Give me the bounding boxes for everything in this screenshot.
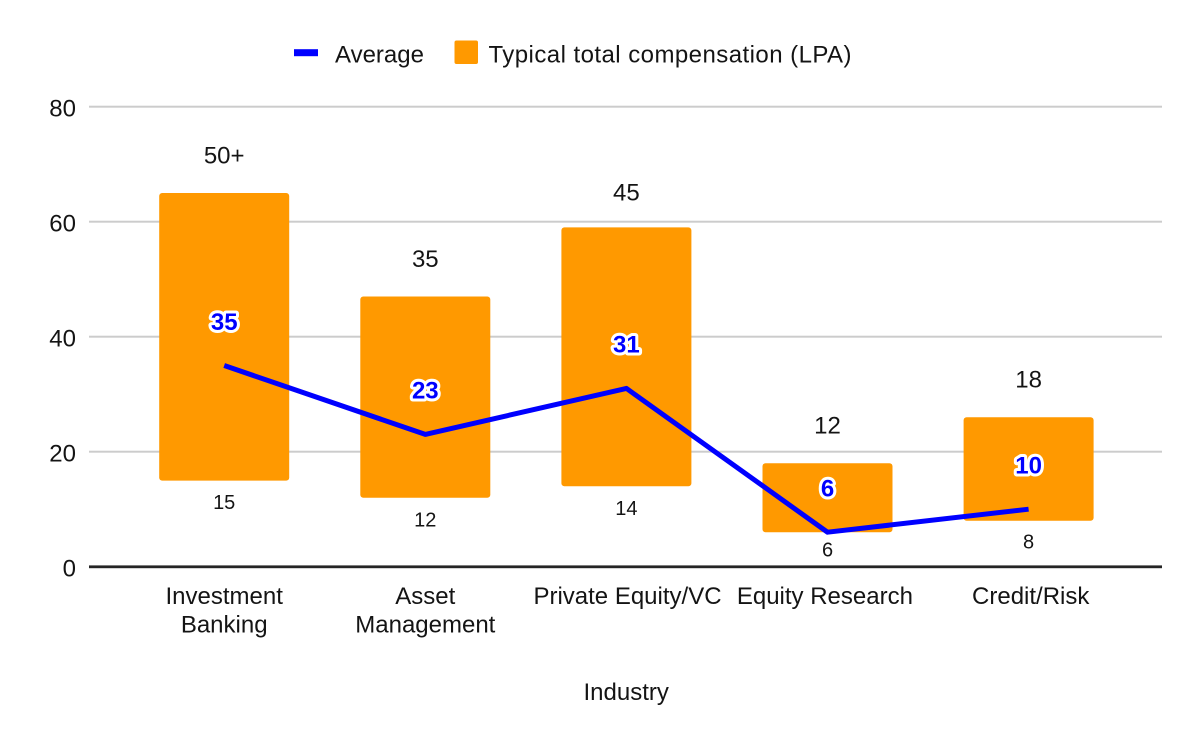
svg-text:6: 6	[822, 540, 833, 562]
svg-text:Industry: Industry	[584, 679, 669, 706]
svg-text:Average: Average	[335, 42, 424, 69]
svg-text:31: 31	[613, 332, 640, 359]
svg-text:6: 6	[821, 476, 834, 503]
svg-text:14: 14	[615, 498, 637, 520]
svg-text:18: 18	[1015, 367, 1042, 394]
svg-text:Management: Management	[355, 612, 495, 639]
svg-text:Typical total compensation (LP: Typical total compensation (LPA)	[489, 42, 852, 69]
svg-text:40: 40	[49, 325, 76, 352]
svg-text:Private Equity/VC: Private Equity/VC	[533, 583, 721, 610]
svg-text:60: 60	[49, 210, 76, 237]
svg-text:23: 23	[412, 378, 439, 405]
svg-text:8: 8	[1023, 532, 1034, 554]
svg-text:12: 12	[814, 413, 841, 440]
svg-text:45: 45	[613, 180, 640, 207]
svg-text:15: 15	[213, 492, 235, 514]
svg-text:20: 20	[49, 440, 76, 467]
svg-text:35: 35	[412, 246, 439, 273]
svg-text:35: 35	[211, 309, 238, 336]
svg-text:80: 80	[49, 95, 76, 122]
svg-text:50+: 50+	[204, 142, 245, 169]
svg-text:Credit/Risk: Credit/Risk	[972, 583, 1090, 610]
svg-text:0: 0	[63, 555, 76, 582]
svg-text:Equity Research: Equity Research	[737, 583, 913, 610]
svg-text:Investment: Investment	[166, 583, 284, 610]
svg-text:10: 10	[1015, 453, 1042, 480]
svg-text:Asset: Asset	[395, 583, 455, 610]
svg-text:Banking: Banking	[181, 612, 268, 639]
svg-text:12: 12	[414, 509, 436, 531]
